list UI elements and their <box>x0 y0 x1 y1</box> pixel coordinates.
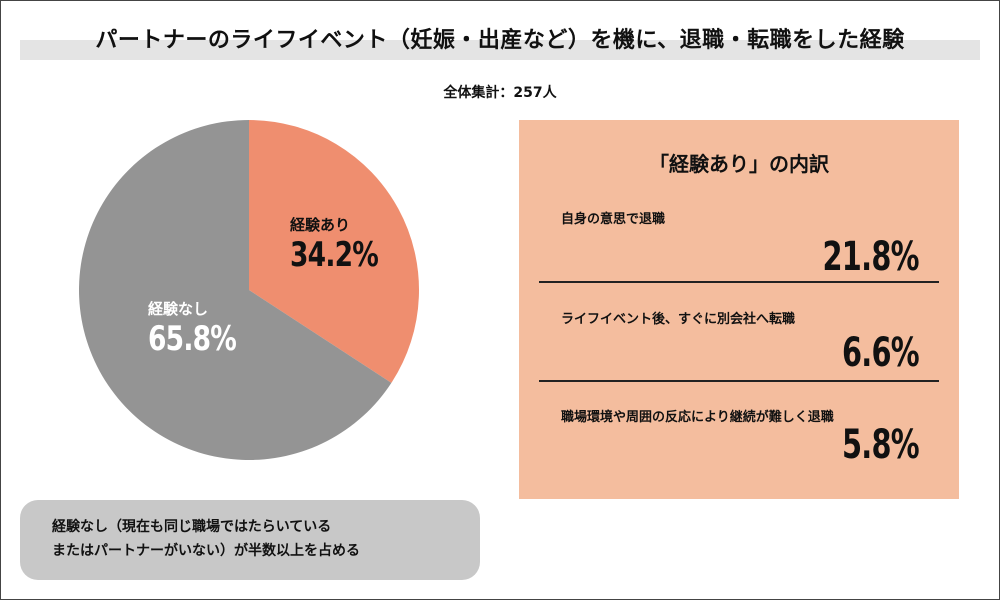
breakdown-panel: 「経験あり」の内訳 自身の意思で退職 21.8% ライフイベント後、すぐに別会社… <box>519 120 959 499</box>
breakdown-item: 職場環境や周囲の反応により継続が難しく退職 5.8% <box>539 406 939 476</box>
breakdown-item-label: 職場環境や周囲の反応により継続が難しく退職 <box>561 410 834 425</box>
breakdown-item-label: ライフイベント後、すぐに別会社へ転職 <box>561 312 796 327</box>
note-line: またはパートナーがいない）が半数以上を占める <box>52 543 360 559</box>
slice-name: 経験あり <box>290 216 351 234</box>
slice-percent: 65.8% <box>148 319 237 359</box>
title-band <box>20 40 980 60</box>
slice-name: 経験なし <box>148 300 209 318</box>
slice-label-not-experienced: 経験なし 65.8% <box>148 298 261 359</box>
chart-title: パートナーのライフイベント（妊娠・出産など）を機に、退職・転職をした経験 <box>95 28 905 53</box>
pie-slice-not-experienced <box>79 120 392 461</box>
slice-label-experienced: 経験あり 34.2% <box>290 214 403 275</box>
divider <box>539 281 939 283</box>
slice-percent: 34.2% <box>290 235 379 275</box>
breakdown-item: ライフイベント後、すぐに別会社へ転職 6.6% <box>539 308 939 378</box>
breakdown-item-value: 5.8% <box>842 422 920 468</box>
breakdown-item-value: 21.8% <box>822 234 920 280</box>
pie-chart <box>79 120 419 461</box>
summary-note: 経験なし（現在も同じ職場ではたらいている またはパートナーがいない）が半数以上を… <box>20 500 480 580</box>
divider <box>539 380 939 382</box>
total-count: 全体集計：257人 <box>443 85 557 101</box>
breakdown-title: 「経験あり」の内訳 <box>649 152 829 176</box>
note-line: 経験なし（現在も同じ職場ではたらいている <box>52 519 332 535</box>
breakdown-item-label: 自身の意思で退職 <box>561 212 666 227</box>
pie-slice-experienced <box>249 120 419 383</box>
breakdown-item: 自身の意思で退職 21.8% <box>539 208 939 280</box>
breakdown-item-value: 6.6% <box>842 330 920 376</box>
